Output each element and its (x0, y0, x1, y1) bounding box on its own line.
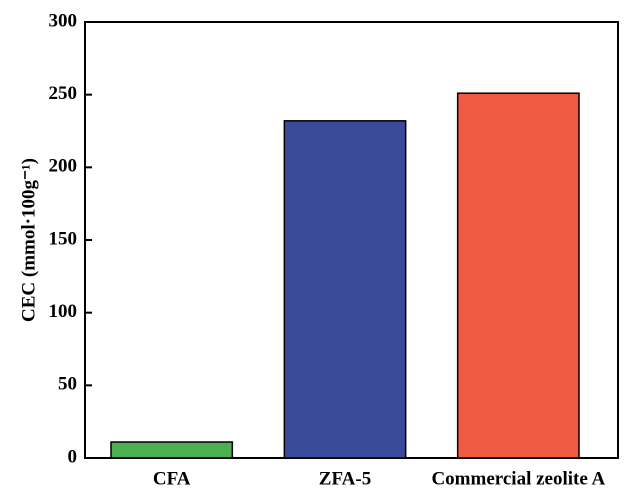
y-tick-label: 100 (49, 301, 78, 322)
y-axis-label: CEC (mmol·100g⁻¹) (18, 158, 39, 322)
y-tick-label: 300 (49, 10, 78, 31)
bar (283, 120, 407, 459)
y-tick-label: 50 (58, 374, 77, 395)
bar (110, 441, 234, 459)
bar (456, 92, 580, 459)
y-tick-label: 200 (49, 156, 78, 177)
x-tick-label: ZFA-5 (319, 468, 371, 489)
x-tick-label: Commercial zeolite A (431, 468, 605, 489)
y-tick-label: 0 (68, 446, 78, 467)
y-tick-label: 250 (49, 83, 78, 104)
x-tick-label: CFA (153, 468, 191, 489)
y-tick-label: 150 (49, 228, 78, 249)
